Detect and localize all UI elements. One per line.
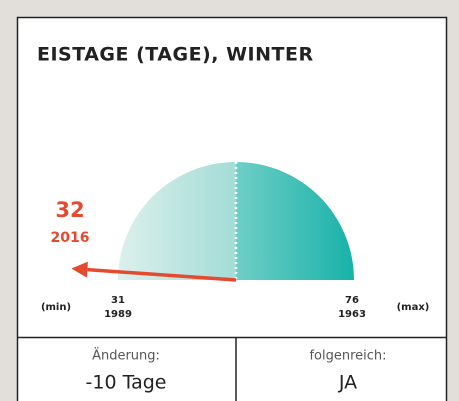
max-year: 1963 <box>338 309 366 320</box>
min-year: 1989 <box>104 309 132 320</box>
footer-label: Änderung: <box>92 348 160 364</box>
value-year: 2016 <box>51 230 90 246</box>
title: EISTAGE (TAGE), WINTER <box>37 44 314 66</box>
gauge-left <box>118 162 236 280</box>
min-value: 31 <box>111 295 125 306</box>
footer-value: JA <box>338 372 357 394</box>
max-label: (max) <box>397 302 430 313</box>
footer-label: folgenreich: <box>309 349 386 364</box>
gauge-right <box>236 162 354 280</box>
min-label: (min) <box>41 302 71 313</box>
footer-value: -10 Tage <box>86 372 167 394</box>
value: 32 <box>55 198 84 222</box>
arrow <box>87 267 237 282</box>
arrow-head <box>71 261 88 278</box>
max-value: 76 <box>345 295 359 306</box>
